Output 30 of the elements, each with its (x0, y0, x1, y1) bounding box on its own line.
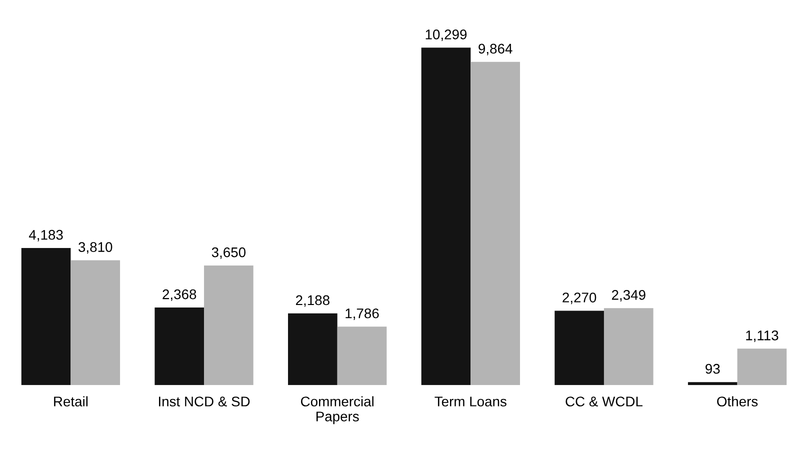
bar (288, 313, 338, 386)
data-label: 4,183 (28, 230, 63, 242)
data-label: 1,786 (346, 308, 379, 320)
x-tick-label: Retail (54, 396, 88, 406)
data-label: 2,368 (162, 289, 196, 301)
bar (737, 348, 787, 386)
bar (421, 48, 471, 386)
data-label: 3,810 (78, 242, 112, 254)
data-label: 10,299 (426, 30, 467, 42)
data-label: 3,650 (212, 247, 246, 259)
bar (688, 382, 738, 386)
bar (337, 326, 387, 386)
bar (70, 260, 120, 386)
bar (554, 310, 604, 386)
x-tick-label: Inst NCD & SD (158, 396, 250, 406)
bar (154, 308, 204, 386)
bar (604, 308, 654, 386)
data-label: 2,188 (296, 295, 330, 307)
bar (470, 62, 520, 386)
x-tick-label: Commercial Papers (301, 396, 374, 424)
data-label: 93 (706, 364, 720, 374)
data-label: 2,270 (562, 292, 596, 304)
bar (21, 248, 71, 386)
data-label: 9,864 (478, 44, 512, 56)
bar (204, 266, 254, 386)
data-label: 2,349 (612, 290, 646, 302)
data-label: 1,113 (746, 330, 778, 342)
x-tick-label: Others (717, 396, 758, 406)
x-tick-label: Term Loans (434, 396, 506, 406)
x-tick-label: CC & WCDL (566, 396, 642, 406)
